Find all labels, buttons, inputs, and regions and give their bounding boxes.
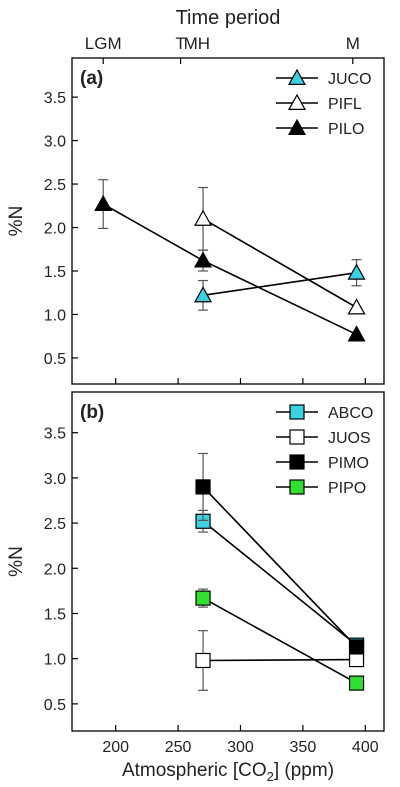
y-axis-title: %N (6, 206, 27, 237)
bottom-x-axis: 200 250 300 350 400 (102, 739, 378, 756)
y-tick-label: 3.5 (44, 426, 66, 443)
data-point-pifl (194, 209, 213, 226)
series-line-pipo (202, 597, 357, 684)
data-point-juos (195, 652, 211, 669)
legend-label-pipo: PIPO (328, 480, 366, 497)
legend-label-pimo: PIMO (328, 455, 369, 472)
y-tick-label: 1.0 (44, 652, 66, 669)
y-tick-label: 3.0 (44, 471, 66, 488)
y-tick-label: 1.0 (44, 307, 66, 324)
plot-frame (71, 391, 385, 732)
series-line-pilo (102, 203, 357, 336)
x-tick-label: 250 (165, 739, 192, 756)
x-tick-label: 350 (290, 739, 317, 756)
top-label-1: T (175, 34, 185, 53)
data-point-pipo (348, 675, 365, 691)
data-point-juos (348, 651, 365, 668)
legend-label-juos: JUOS (328, 430, 371, 447)
top-label-0: LGM (85, 34, 122, 53)
y-tick-label: 3.0 (44, 134, 66, 151)
series-line-pimo (202, 486, 358, 648)
series-line-abco (202, 520, 358, 646)
data-point-pilo (94, 194, 113, 212)
data-point-pipo (195, 590, 211, 606)
legend-label-juco: JUCO (328, 71, 372, 88)
y-tick-label: 2.0 (44, 221, 66, 238)
y-tick-label: 3.5 (44, 90, 66, 107)
legend-marker-pilo (287, 118, 307, 135)
legend-marker-abco (289, 404, 305, 420)
legend-label-pilo: PILO (328, 121, 364, 138)
panel-label: (a) (80, 68, 103, 89)
x-axis-title: Atmospheric [CO2] (ppm) (122, 760, 334, 784)
legend-marker-pimo (289, 454, 305, 470)
series-line-juos (203, 658, 357, 662)
series-line-pifl (202, 218, 357, 309)
panel-a: 0.5 1.0 1.5 2.0 2.5 3.0 3.5 %N (a) JUCO PIFL PILO (6, 57, 385, 385)
y-tick-label: 0.5 (44, 697, 66, 714)
data-point-juco (194, 286, 213, 303)
x-tick-label: 200 (102, 739, 129, 756)
legend-marker-pipo (289, 479, 305, 495)
data-point-juco (347, 263, 366, 280)
top-label-2: MH (184, 34, 210, 53)
series-line-juco (202, 271, 357, 297)
top-label-3: M (346, 34, 360, 53)
top-axis-title: Time period (176, 7, 281, 29)
legend-label-pifl: PIFL (328, 96, 362, 113)
data-point-pimo (195, 479, 211, 495)
y-tick-label: 0.5 (44, 351, 66, 368)
panel-label: (b) (80, 402, 104, 423)
y-tick-label: 2.0 (44, 561, 66, 578)
legend-marker-pifl (287, 93, 307, 111)
y-tick-label: 2.5 (44, 516, 66, 533)
top-axis-labels: LGM TMH M (85, 34, 360, 53)
legend-label-abco: ABCO (328, 405, 373, 422)
y-tick-label: 1.5 (44, 606, 66, 623)
y-tick-label: 2.5 (44, 177, 66, 194)
data-point-pilo (194, 251, 213, 268)
data-point-pifl (347, 298, 366, 315)
y-axis-title: %N (6, 546, 27, 577)
data-point-pimo (348, 639, 365, 655)
data-point-pilo (347, 325, 366, 342)
x-tick-label: 300 (227, 739, 254, 756)
x-tick-label: 400 (352, 739, 379, 756)
panel-b: 0.5 1.0 1.5 2.0 2.5 3.0 3.5 %N (b) ABCO JUOS PIMO PI… (6, 391, 385, 732)
legend-marker-juos (289, 429, 305, 445)
y-tick-label: 1.5 (44, 264, 66, 281)
legend-marker-juco (287, 68, 307, 86)
plot-frame (71, 57, 385, 385)
